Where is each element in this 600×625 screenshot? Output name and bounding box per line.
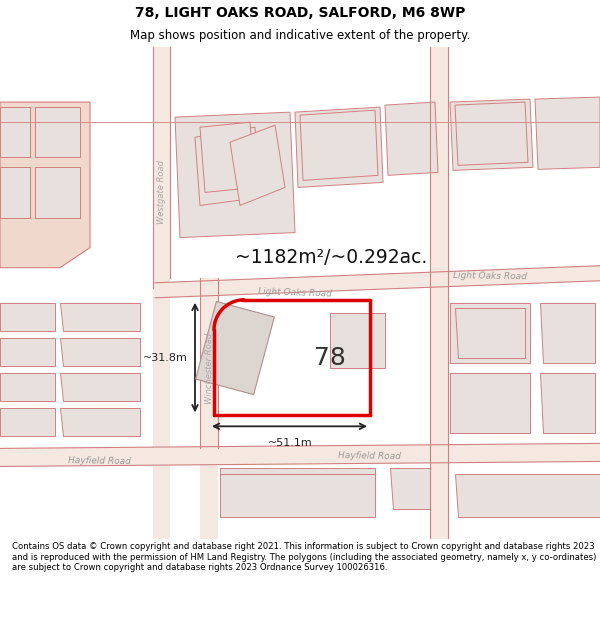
- Polygon shape: [35, 168, 80, 217]
- Polygon shape: [390, 469, 430, 509]
- Polygon shape: [0, 107, 30, 158]
- Polygon shape: [0, 373, 55, 401]
- Polygon shape: [230, 125, 285, 206]
- Polygon shape: [540, 373, 595, 433]
- Polygon shape: [455, 308, 525, 358]
- Polygon shape: [295, 107, 383, 188]
- Polygon shape: [330, 313, 385, 368]
- Polygon shape: [60, 373, 140, 401]
- Polygon shape: [0, 168, 30, 217]
- Polygon shape: [175, 112, 295, 238]
- Text: 78, LIGHT OAKS ROAD, SALFORD, M6 8WP: 78, LIGHT OAKS ROAD, SALFORD, M6 8WP: [135, 6, 465, 19]
- Polygon shape: [0, 443, 600, 466]
- Polygon shape: [455, 102, 528, 166]
- Polygon shape: [0, 303, 55, 331]
- Text: Map shows position and indicative extent of the property.: Map shows position and indicative extent…: [130, 29, 470, 42]
- Text: Winchester Road: Winchester Road: [205, 332, 214, 404]
- Polygon shape: [60, 408, 140, 436]
- Text: Light Oaks Road: Light Oaks Road: [453, 271, 527, 281]
- Text: Hayfield Road: Hayfield Road: [68, 456, 131, 466]
- Text: Hayfield Road: Hayfield Road: [338, 451, 401, 461]
- Text: ~31.8m: ~31.8m: [143, 353, 188, 363]
- Polygon shape: [220, 474, 375, 517]
- Polygon shape: [0, 408, 55, 436]
- Polygon shape: [535, 97, 600, 169]
- Polygon shape: [385, 102, 438, 176]
- Polygon shape: [540, 303, 595, 363]
- Polygon shape: [300, 110, 378, 181]
- Polygon shape: [450, 373, 530, 433]
- Polygon shape: [0, 338, 55, 366]
- Polygon shape: [60, 303, 140, 331]
- Polygon shape: [60, 338, 140, 366]
- Polygon shape: [200, 278, 218, 539]
- Polygon shape: [155, 266, 600, 298]
- Text: Westgate Road: Westgate Road: [157, 161, 166, 224]
- Polygon shape: [450, 303, 530, 363]
- Polygon shape: [220, 469, 375, 514]
- Text: ~1182m²/~0.292ac.: ~1182m²/~0.292ac.: [235, 248, 427, 267]
- Polygon shape: [0, 102, 90, 268]
- Polygon shape: [153, 47, 170, 539]
- Polygon shape: [196, 301, 274, 394]
- Polygon shape: [35, 107, 80, 158]
- Text: ~51.1m: ~51.1m: [268, 438, 313, 448]
- Polygon shape: [195, 127, 260, 206]
- Polygon shape: [430, 47, 448, 539]
- Polygon shape: [455, 474, 600, 517]
- Text: Contains OS data © Crown copyright and database right 2021. This information is : Contains OS data © Crown copyright and d…: [12, 542, 596, 572]
- Text: Light Oaks Road: Light Oaks Road: [258, 287, 332, 299]
- Polygon shape: [450, 99, 533, 171]
- Text: 78: 78: [314, 346, 346, 370]
- Polygon shape: [200, 122, 255, 192]
